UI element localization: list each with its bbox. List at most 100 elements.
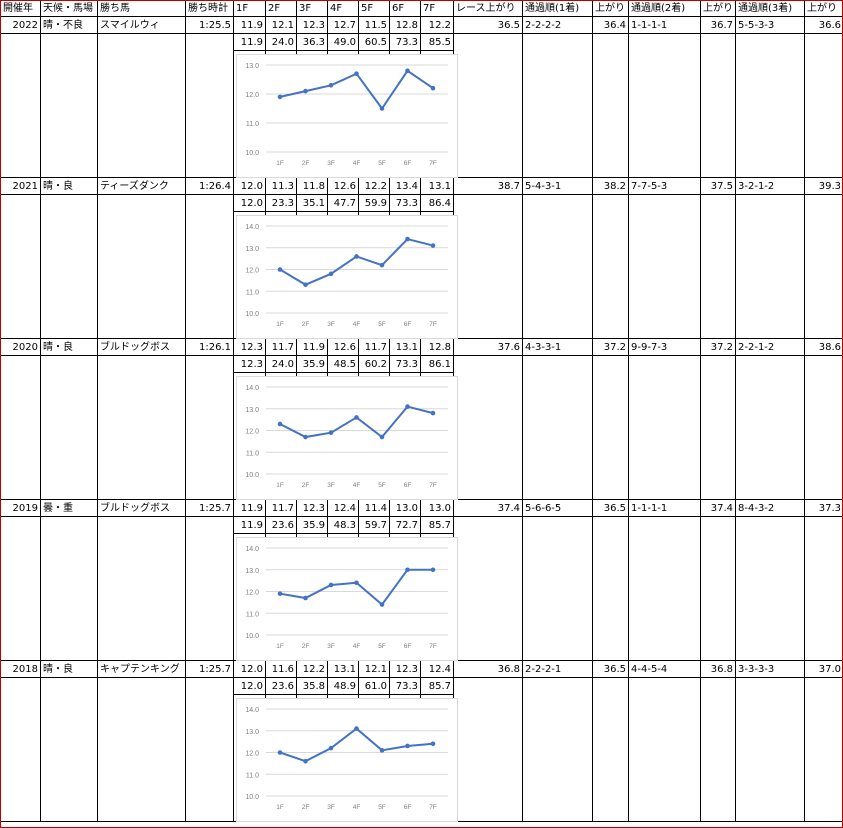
pass3-cell[interactable]: 3-3-3-3: [735, 660, 805, 678]
empty-cell[interactable]: [628, 33, 701, 178]
cumulative-cell[interactable]: 59.9: [358, 194, 390, 212]
empty-cell[interactable]: [628, 516, 701, 661]
weather-cell[interactable]: 晴・良: [40, 177, 98, 195]
last1-cell[interactable]: 36.4: [592, 16, 629, 34]
pass2-cell[interactable]: 1-1-1-1: [628, 16, 701, 34]
chart-cell[interactable]: 14.0 13.0 12.0 11.0 10.0 1F 2F 3F 4F 5F 6F 7F: [233, 694, 458, 822]
last3-cell[interactable]: 37.3: [804, 499, 843, 517]
header-cell[interactable]: レース上がり: [453, 0, 523, 17]
header-cell[interactable]: 5F: [358, 0, 390, 17]
empty-cell[interactable]: [97, 516, 186, 661]
header-cell[interactable]: 天候・馬場: [40, 0, 98, 17]
weather-cell[interactable]: 晴・不良: [40, 16, 98, 34]
empty-cell[interactable]: [700, 194, 736, 339]
empty-cell[interactable]: [592, 516, 629, 661]
split-cell[interactable]: 12.8: [389, 16, 421, 34]
pass3-cell[interactable]: 5-5-3-3: [735, 16, 805, 34]
empty-cell[interactable]: [628, 355, 701, 500]
cumulative-cell[interactable]: 35.9: [296, 516, 328, 534]
empty-cell[interactable]: [0, 33, 41, 178]
empty-cell[interactable]: [735, 677, 805, 822]
year-cell[interactable]: 2019: [0, 499, 41, 517]
last3-cell[interactable]: 39.3: [804, 177, 843, 195]
cumulative-cell[interactable]: 73.3: [389, 355, 421, 373]
last1-cell[interactable]: 38.2: [592, 177, 629, 195]
empty-cell[interactable]: [592, 355, 629, 500]
empty-cell[interactable]: [40, 355, 98, 500]
empty-cell[interactable]: [522, 355, 593, 500]
cumulative-cell[interactable]: 11.9: [233, 33, 266, 51]
empty-cell[interactable]: [735, 516, 805, 661]
cumulative-cell[interactable]: 47.7: [327, 194, 359, 212]
race-last-cell[interactable]: 38.7: [453, 177, 523, 195]
cumulative-cell[interactable]: 12.0: [233, 194, 266, 212]
split-cell[interactable]: 11.9: [296, 338, 328, 356]
chart-cell[interactable]: 13.0 12.0 11.0 10.0 1F 2F 3F 4F 5F 6F 7F: [233, 50, 458, 178]
empty-cell[interactable]: [185, 355, 234, 500]
empty-cell[interactable]: [40, 33, 98, 178]
cumulative-cell[interactable]: 11.9: [233, 516, 266, 534]
cumulative-cell[interactable]: 85.5: [420, 33, 454, 51]
header-cell[interactable]: 3F: [296, 0, 328, 17]
split-cell[interactable]: 11.7: [265, 338, 297, 356]
cumulative-cell[interactable]: 86.1: [420, 355, 454, 373]
empty-cell[interactable]: [522, 194, 593, 339]
split-cell[interactable]: 13.1: [420, 177, 454, 195]
last1-cell[interactable]: 36.5: [592, 660, 629, 678]
header-cell[interactable]: 1F: [233, 0, 266, 17]
time-cell[interactable]: 1:26.1: [185, 338, 234, 356]
race-last-cell[interactable]: 36.5: [453, 16, 523, 34]
split-cell[interactable]: 12.3: [296, 16, 328, 34]
cumulative-cell[interactable]: 60.5: [358, 33, 390, 51]
split-cell[interactable]: 13.4: [389, 177, 421, 195]
empty-cell[interactable]: [804, 516, 843, 661]
pass3-cell[interactable]: 2-2-1-2: [735, 338, 805, 356]
chart-cell[interactable]: 14.0 13.0 12.0 11.0 10.0 1F 2F 3F 4F 5F 6F 7F: [233, 211, 458, 339]
empty-cell[interactable]: [700, 33, 736, 178]
split-cell[interactable]: 11.6: [265, 660, 297, 678]
header-cell[interactable]: 7F: [420, 0, 454, 17]
cumulative-cell[interactable]: 59.7: [358, 516, 390, 534]
empty-cell[interactable]: [592, 677, 629, 822]
split-cell[interactable]: 13.0: [389, 499, 421, 517]
split-cell[interactable]: 11.9: [233, 499, 266, 517]
header-cell[interactable]: 4F: [327, 0, 359, 17]
header-cell[interactable]: 上がり: [804, 0, 843, 17]
empty-cell[interactable]: [453, 194, 523, 339]
split-cell[interactable]: 11.7: [265, 499, 297, 517]
empty-cell[interactable]: [522, 677, 593, 822]
cumulative-cell[interactable]: 24.0: [265, 33, 297, 51]
race-last-cell[interactable]: 37.4: [453, 499, 523, 517]
cumulative-cell[interactable]: 73.3: [389, 194, 421, 212]
header-cell[interactable]: 6F: [389, 0, 421, 17]
cumulative-cell[interactable]: 48.3: [327, 516, 359, 534]
pass2-cell[interactable]: 7-7-5-3: [628, 177, 701, 195]
cumulative-cell[interactable]: 61.0: [358, 677, 390, 695]
time-cell[interactable]: 1:26.4: [185, 177, 234, 195]
winner-cell[interactable]: ブルドッグボス: [97, 499, 186, 517]
cumulative-cell[interactable]: 85.7: [420, 677, 454, 695]
cumulative-cell[interactable]: 72.7: [389, 516, 421, 534]
empty-cell[interactable]: [97, 33, 186, 178]
year-cell[interactable]: 2020: [0, 338, 41, 356]
empty-cell[interactable]: [0, 677, 41, 822]
cumulative-cell[interactable]: 60.2: [358, 355, 390, 373]
split-cell[interactable]: 11.7: [358, 338, 390, 356]
empty-cell[interactable]: [0, 355, 41, 500]
pass2-cell[interactable]: 9-9-7-3: [628, 338, 701, 356]
split-cell[interactable]: 12.2: [296, 660, 328, 678]
pass3-cell[interactable]: 8-4-3-2: [735, 499, 805, 517]
cumulative-cell[interactable]: 48.9: [327, 677, 359, 695]
weather-cell[interactable]: 晴・良: [40, 660, 98, 678]
winner-cell[interactable]: キャプテンキング: [97, 660, 186, 678]
cumulative-cell[interactable]: 23.6: [265, 677, 297, 695]
header-cell[interactable]: 開催年: [0, 0, 41, 17]
year-cell[interactable]: 2022: [0, 16, 41, 34]
empty-cell[interactable]: [804, 33, 843, 178]
empty-cell[interactable]: [185, 33, 234, 178]
split-cell[interactable]: 13.1: [327, 660, 359, 678]
empty-cell[interactable]: [40, 516, 98, 661]
chart-cell[interactable]: 14.0 13.0 12.0 11.0 10.0 1F 2F 3F 4F 5F 6F 7F: [233, 372, 458, 500]
split-cell[interactable]: 11.4: [358, 499, 390, 517]
empty-cell[interactable]: [185, 516, 234, 661]
